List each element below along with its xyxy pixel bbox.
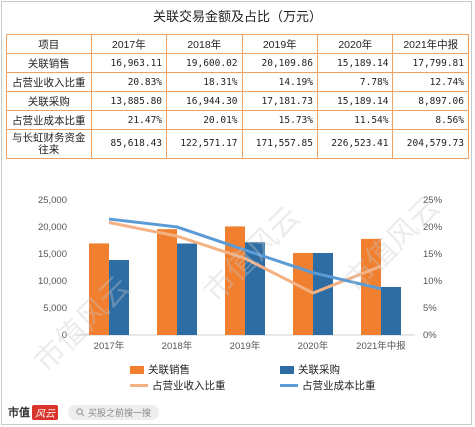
y-left-tick-label: 15,000 bbox=[38, 249, 67, 260]
table-cell: 171,557.85 bbox=[241, 129, 319, 159]
search-placeholder: 买股之前搜一搜 bbox=[88, 407, 152, 418]
legend-swatch bbox=[130, 384, 148, 387]
table-cell: 18.31% bbox=[166, 72, 243, 92]
table-header-cell: 2018年 bbox=[166, 34, 243, 54]
x-tick-label: 2019年 bbox=[230, 340, 261, 352]
x-tick-label: 2017年 bbox=[94, 340, 125, 352]
bar-purchase bbox=[177, 243, 197, 335]
table-cell: 19,600.02 bbox=[166, 53, 243, 73]
legend-label: 关联采购 bbox=[298, 364, 340, 376]
data-table: 项目 2017年 2018年 2019年 2020年 2021年中报 关联销售 … bbox=[6, 34, 469, 159]
table-cell: 8,897.06 bbox=[392, 91, 469, 111]
x-tick-label: 2021年中报 bbox=[356, 340, 406, 352]
y-right-tick-label: 5% bbox=[423, 303, 437, 314]
table-cell: 8.56% bbox=[392, 110, 469, 130]
table-cell: 20.01% bbox=[166, 110, 243, 130]
bar-sales bbox=[293, 252, 313, 335]
table-cell: 7.78% bbox=[316, 72, 394, 92]
table-cell: 16,944.30 bbox=[166, 91, 243, 111]
table-cell: 20,109.86 bbox=[241, 53, 319, 73]
legend-swatch bbox=[130, 365, 144, 374]
line-cost-ratio bbox=[108, 217, 382, 291]
table-cell: 15,189.14 bbox=[316, 53, 394, 73]
bar-sales bbox=[89, 243, 109, 335]
legend-item-revenue-ratio: 占营业收入比重 bbox=[130, 378, 226, 393]
legend-label: 占营业成本比重 bbox=[302, 380, 376, 392]
legend-label: 占营业收入比重 bbox=[152, 380, 226, 392]
footer-brand: 市值 风云 买股之前搜一搜 bbox=[8, 404, 160, 420]
row-label: 与长虹财务资金往来 bbox=[6, 129, 92, 159]
table-header-cell: 2017年 bbox=[90, 34, 168, 54]
table-cell: 17,181.73 bbox=[241, 91, 319, 111]
table-cell: 122,571.17 bbox=[166, 129, 243, 159]
table-cell: 20.83% bbox=[90, 72, 168, 92]
y-right-tick-label: 15% bbox=[423, 249, 443, 260]
y-right-tick-label: 20% bbox=[423, 222, 443, 233]
y-left-tick-label: 10,000 bbox=[38, 276, 67, 287]
table-cell: 11.54% bbox=[316, 110, 394, 130]
search-pill[interactable]: 买股之前搜一搜 bbox=[68, 404, 160, 420]
table-row: 与长虹财务资金往来 85,618.43 122,571.17 171,557.8… bbox=[6, 129, 469, 159]
table-header-row: 项目 2017年 2018年 2019年 2020年 2021年中报 bbox=[6, 34, 469, 54]
table-cell: 204,579.73 bbox=[392, 129, 469, 159]
legend-swatch bbox=[280, 365, 294, 374]
y-left-tick-label: 20,000 bbox=[38, 222, 67, 233]
table-cell: 21.47% bbox=[90, 110, 168, 130]
x-tick-label: 2018年 bbox=[162, 340, 193, 352]
y-right-tick-label: 25% bbox=[423, 195, 443, 206]
table-cell: 17,799.81 bbox=[392, 53, 469, 73]
legend-label: 关联销售 bbox=[148, 364, 190, 376]
legend-swatch bbox=[280, 384, 298, 387]
table-cell: 15,189.14 bbox=[316, 91, 394, 111]
row-label: 占营业成本比重 bbox=[6, 110, 92, 130]
x-tick-label: 2020年 bbox=[298, 340, 329, 352]
table-cell: 12.74% bbox=[392, 72, 469, 92]
row-label: 占营业收入比重 bbox=[6, 72, 92, 92]
legend-item-purchase: 关联采购 bbox=[280, 362, 340, 377]
bar-purchase bbox=[109, 260, 129, 335]
table-cell: 15.73% bbox=[241, 110, 319, 130]
row-label: 关联采购 bbox=[6, 91, 92, 111]
table-row: 关联销售 16,963.11 19,600.02 20,109.86 15,18… bbox=[6, 53, 469, 73]
table-header-cell: 2019年 bbox=[241, 34, 319, 54]
bar-sales bbox=[157, 229, 177, 335]
table-header-cell: 2020年 bbox=[316, 34, 394, 54]
y-right-tick-label: 0% bbox=[423, 330, 437, 341]
table-row: 占营业成本比重 21.47% 20.01% 15.73% 11.54% 8.56… bbox=[6, 110, 469, 130]
row-label: 关联销售 bbox=[6, 53, 92, 73]
table-cell: 16,963.11 bbox=[90, 53, 168, 73]
table-cell: 85,618.43 bbox=[90, 129, 168, 159]
table-cell: 13,885.80 bbox=[90, 91, 168, 111]
y-right-tick-label: 10% bbox=[423, 276, 443, 287]
search-icon bbox=[76, 407, 85, 416]
y-left-tick-label: 0 bbox=[62, 330, 67, 341]
legend-item-sales: 关联销售 bbox=[130, 362, 190, 377]
table-row: 占营业收入比重 20.83% 18.31% 14.19% 7.78% 12.74… bbox=[6, 72, 469, 92]
table-header-cell: 项目 bbox=[6, 34, 92, 54]
y-left-tick-label: 25,000 bbox=[38, 195, 67, 206]
bar-purchase bbox=[381, 286, 401, 335]
brand-logo-badge: 风云 bbox=[32, 404, 58, 420]
table-row: 关联采购 13,885.80 16,944.30 17,181.73 15,18… bbox=[6, 91, 469, 111]
table-header-cell: 2021年中报 bbox=[392, 34, 469, 54]
table-cell: 14.19% bbox=[241, 72, 319, 92]
bar-purchase bbox=[313, 252, 333, 335]
table-cell: 226,523.41 bbox=[316, 129, 394, 159]
y-left-tick-label: 5,000 bbox=[43, 303, 67, 314]
chart-title: 关联交易金额及占比（万元） bbox=[152, 9, 322, 24]
line-revenue-ratio bbox=[108, 221, 382, 295]
brand-logo-text: 市值 bbox=[8, 407, 30, 419]
legend-item-cost-ratio: 占营业成本比重 bbox=[280, 378, 376, 393]
combo-chart: 0 5,000 10,000 15,000 20,000 25,000 0% 5% 10% 15%… bbox=[38, 195, 443, 352]
